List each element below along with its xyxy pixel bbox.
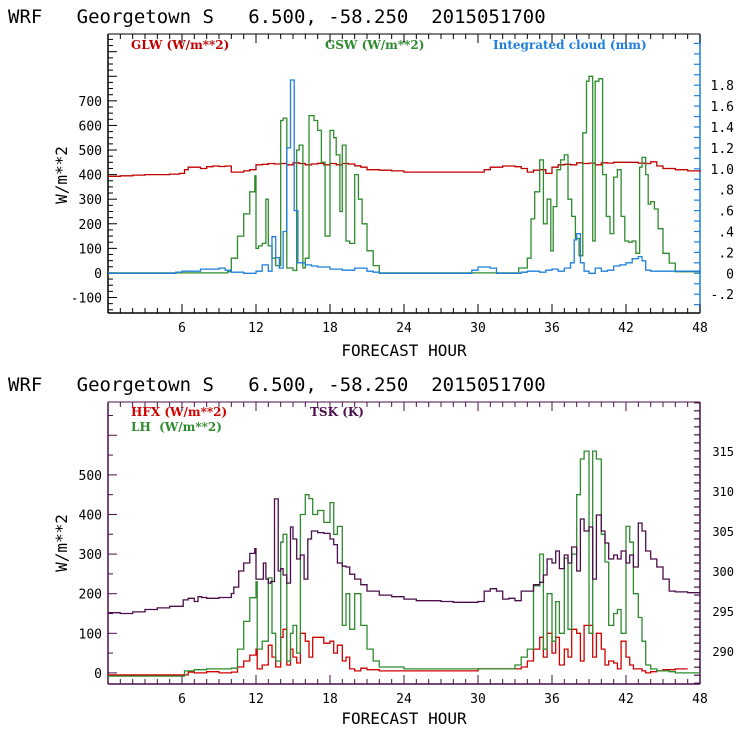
y-tick-label: 500 — [79, 469, 102, 484]
y2-tick-label: 295 — [712, 605, 734, 619]
chart-title-top: WRF Georgetown S 6.500, -58.250 20150517… — [8, 6, 546, 28]
y-tick-label: 600 — [79, 119, 102, 134]
y-tick-label: 200 — [79, 218, 102, 233]
x-tick-label: 6 — [178, 321, 186, 336]
y2-tick-label: 305 — [712, 525, 734, 539]
y2-tick-label: -.2 — [711, 288, 734, 303]
series-line-lh — [108, 450, 700, 677]
x-axis-label-top: FORECAST HOUR — [341, 341, 467, 360]
x-tick-label: 36 — [544, 321, 560, 336]
y-tick-label: 400 — [79, 508, 102, 523]
y2-tick-label: 310 — [712, 485, 734, 499]
y2-tick-label: .8 — [718, 184, 734, 199]
y2-tick-label: 1.6 — [711, 100, 734, 115]
y2-tick-label: 290 — [712, 645, 734, 659]
x-axis-label-bottom: FORECAST HOUR — [341, 709, 467, 728]
y2-tick-label: 1.8 — [711, 79, 734, 94]
y-tick-label: 0 — [94, 667, 102, 682]
x-tick-label: 12 — [248, 692, 264, 707]
legend-lh: LH (W/m**2) — [131, 420, 222, 434]
y-tick-label: 500 — [79, 144, 102, 159]
legend-gsw: GSW (W/m**2) — [325, 38, 424, 52]
x-tick-label: 42 — [618, 692, 634, 707]
x-tick-label: 48 — [692, 692, 708, 707]
x-tick-label: 30 — [470, 692, 486, 707]
series-line-gsw — [108, 75, 701, 274]
y2-tick-label: .6 — [718, 205, 734, 220]
panel-radiation: WRF Georgetown S 6.500, -58.250 20150517… — [8, 6, 734, 360]
y2-tick-label: 1.4 — [711, 121, 735, 136]
y2-tick-label: .4 — [718, 225, 734, 240]
y-tick-label: 200 — [79, 588, 102, 603]
legend-cloud: Integrated cloud (mm) — [493, 38, 647, 52]
x-tick-label: 36 — [544, 692, 560, 707]
y2-tick-label: 1.2 — [711, 142, 734, 157]
legend-glw: GLW (W/m**2) — [131, 38, 229, 52]
x-tick-label: 12 — [248, 321, 264, 336]
panel-fluxes: WRF Georgetown S 6.500, -58.250 20150517… — [8, 374, 734, 728]
y-tick-label: 0 — [94, 267, 102, 282]
y-tick-label: 400 — [79, 169, 102, 184]
y2-tick-label: 315 — [712, 445, 734, 459]
series-line-glw — [108, 161, 701, 177]
y-axis-label-bottom: W/m**2 — [52, 514, 71, 572]
series-line-integrated — [108, 79, 701, 274]
series-line-tsk — [108, 498, 701, 615]
series-line-hfx — [108, 624, 688, 676]
legend-tsk: TSK (K) — [310, 405, 364, 419]
y-tick-label: 300 — [79, 193, 102, 208]
x-tick-label: 18 — [322, 692, 338, 707]
y-axis-label-top: W/m**2 — [52, 146, 71, 204]
x-tick-label: 6 — [178, 692, 186, 707]
y-tick-label: 100 — [79, 627, 102, 642]
x-tick-label: 24 — [396, 321, 412, 336]
y-tick-label: 100 — [79, 242, 102, 257]
x-tick-label: 24 — [396, 692, 412, 707]
y2-tick-label: .2 — [718, 246, 734, 261]
y-tick-label: -100 — [71, 292, 102, 307]
legend-hfx: HFX (W/m**2) — [131, 405, 227, 419]
x-tick-label: 42 — [618, 321, 634, 336]
y2-tick-label: 300 — [712, 565, 734, 579]
y2-tick-label: 0 — [726, 267, 734, 282]
chart-title-bottom: WRF Georgetown S 6.500, -58.250 20150517… — [8, 374, 546, 396]
x-tick-label: 18 — [322, 321, 338, 336]
x-tick-label: 48 — [692, 321, 708, 336]
y-tick-label: 300 — [79, 548, 102, 563]
y2-tick-label: 1.0 — [711, 163, 734, 178]
x-tick-label: 30 — [470, 321, 486, 336]
y-tick-label: 700 — [79, 95, 102, 110]
